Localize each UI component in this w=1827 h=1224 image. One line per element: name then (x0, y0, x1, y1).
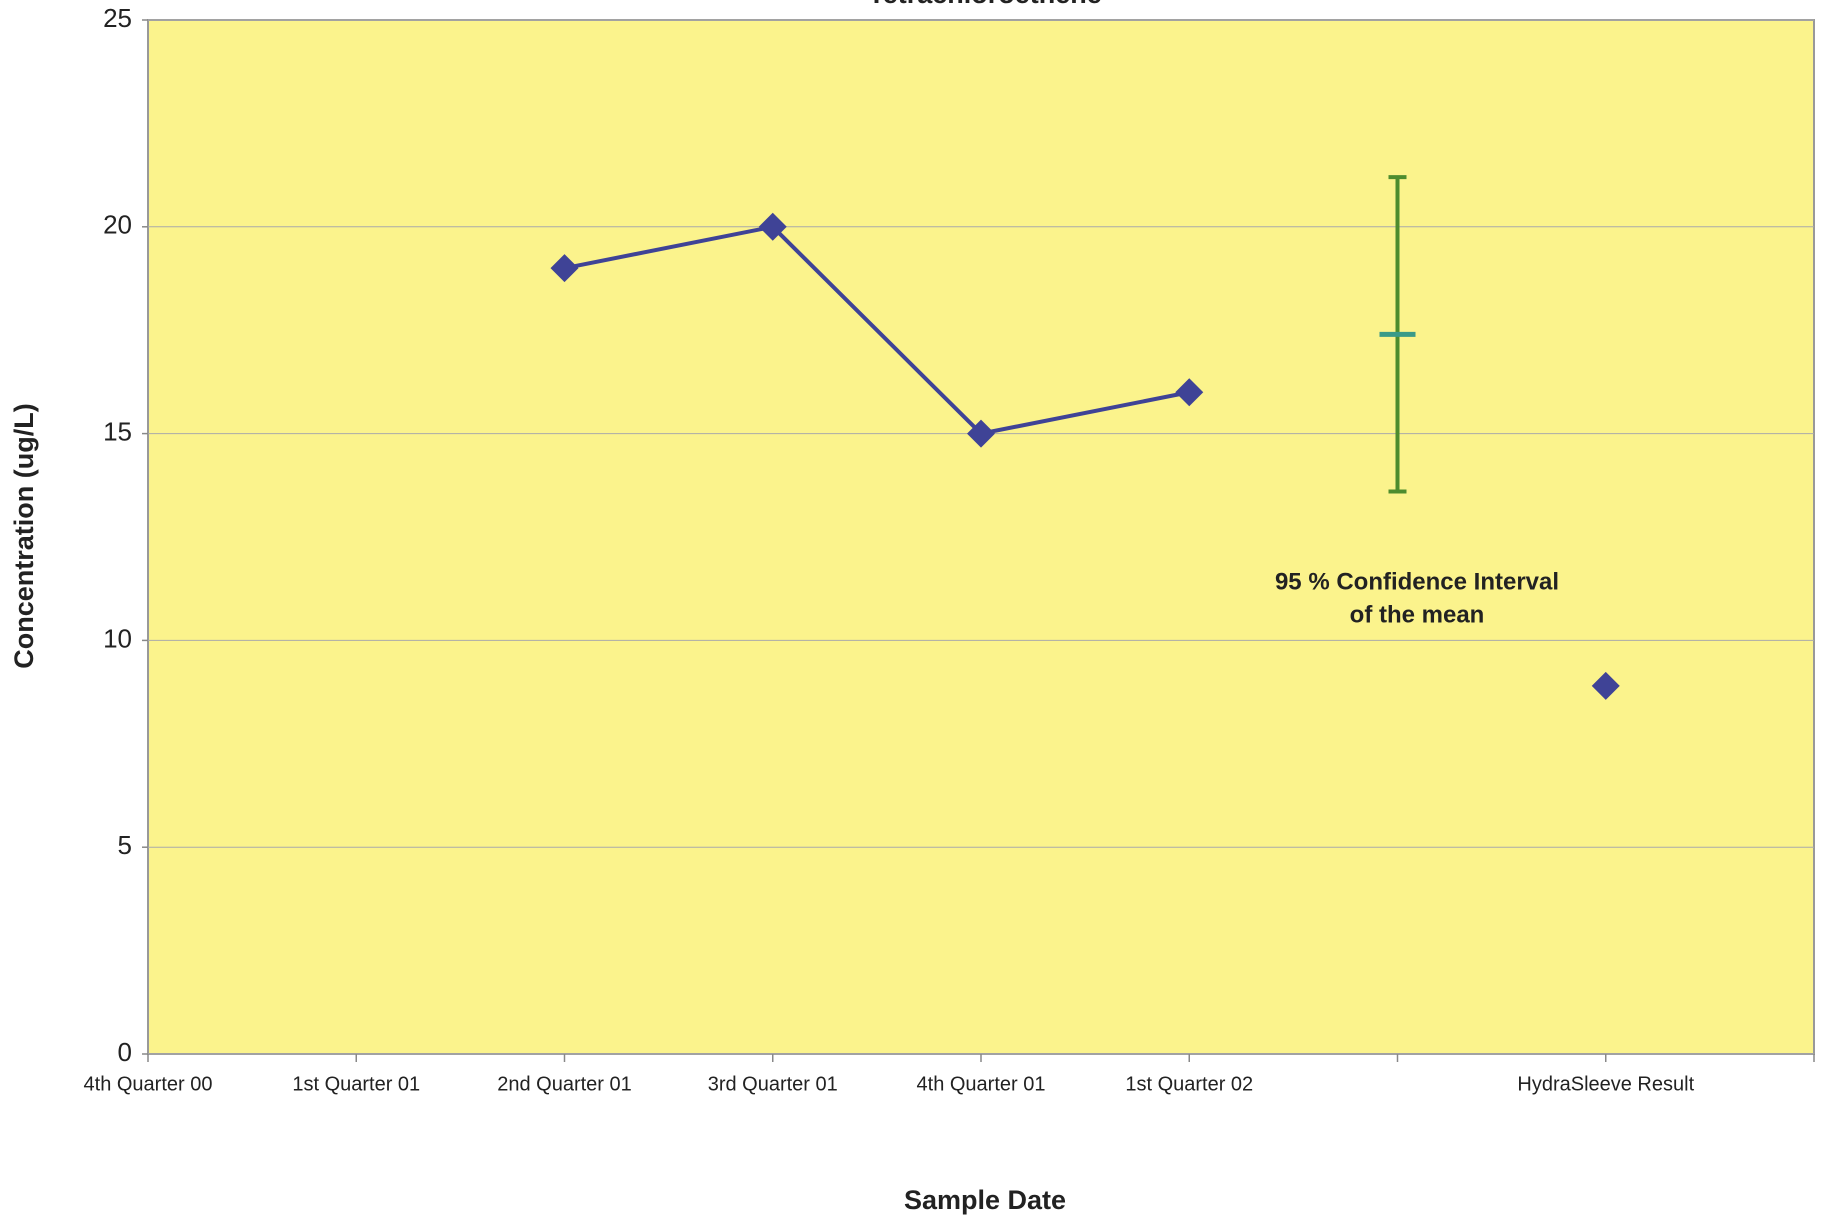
x-tick-label: 4th Quarter 01 (917, 1073, 1046, 1095)
y-tick-label: 5 (118, 830, 132, 860)
x-tick-label: 4th Quarter 00 (84, 1073, 213, 1095)
y-tick-label: 10 (103, 623, 132, 653)
y-tick-label: 15 (103, 416, 132, 446)
x-tick-label: HydraSleeve Result (1517, 1073, 1694, 1095)
chart-title: Tetrachloroethene (868, 0, 1102, 9)
data-point (1591, 671, 1620, 700)
y-axis-title: Concentration (ug/L) (9, 403, 39, 668)
data-point (758, 212, 787, 241)
plot-area (147, 19, 1815, 1055)
x-axis-title: Sample Date (904, 1185, 1066, 1215)
annotation: of the mean (1350, 601, 1485, 628)
x-tick-label: 1st Quarter 01 (292, 1073, 420, 1095)
data-point (1175, 378, 1204, 407)
x-tick-label: 2nd Quarter 01 (497, 1073, 632, 1095)
annotation: 95 % Confidence Interval (1275, 568, 1559, 595)
y-tick-label: 0 (118, 1037, 132, 1067)
data-point (550, 254, 579, 283)
y-tick-label: 25 (103, 3, 132, 33)
x-tick-label: 3rd Quarter 01 (708, 1073, 838, 1095)
y-tick-label: 20 (103, 210, 132, 240)
series-line (564, 224, 1190, 436)
data-point (967, 419, 995, 448)
x-tick-label: 1st Quarter 02 (1125, 1073, 1253, 1095)
